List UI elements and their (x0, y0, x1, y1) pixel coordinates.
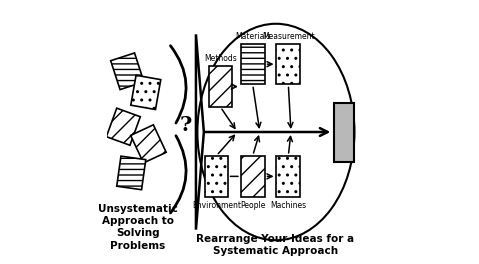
Text: Materials: Materials (235, 32, 271, 41)
Text: People: People (240, 201, 265, 210)
Text: Machines: Machines (270, 201, 307, 210)
Bar (131, 75, 161, 110)
Bar (209, 66, 231, 107)
Text: Methods: Methods (204, 54, 237, 63)
Bar (241, 44, 264, 84)
Bar (276, 44, 300, 84)
Bar (205, 156, 228, 197)
Bar (131, 125, 166, 163)
Bar (241, 156, 264, 197)
Text: Unsystematic
Approach to
Solving
Problems: Unsystematic Approach to Solving Problem… (98, 204, 178, 251)
Bar (106, 108, 140, 145)
Bar (276, 156, 300, 197)
Text: Rearrange Your Ideas for a
Systematic Approach: Rearrange Your Ideas for a Systematic Ap… (196, 234, 354, 256)
Text: Environment: Environment (192, 201, 241, 210)
Text: Measurement: Measurement (262, 32, 315, 41)
Bar (117, 156, 146, 190)
Bar (334, 103, 354, 162)
Bar (111, 53, 144, 89)
Text: ?: ? (179, 115, 192, 135)
